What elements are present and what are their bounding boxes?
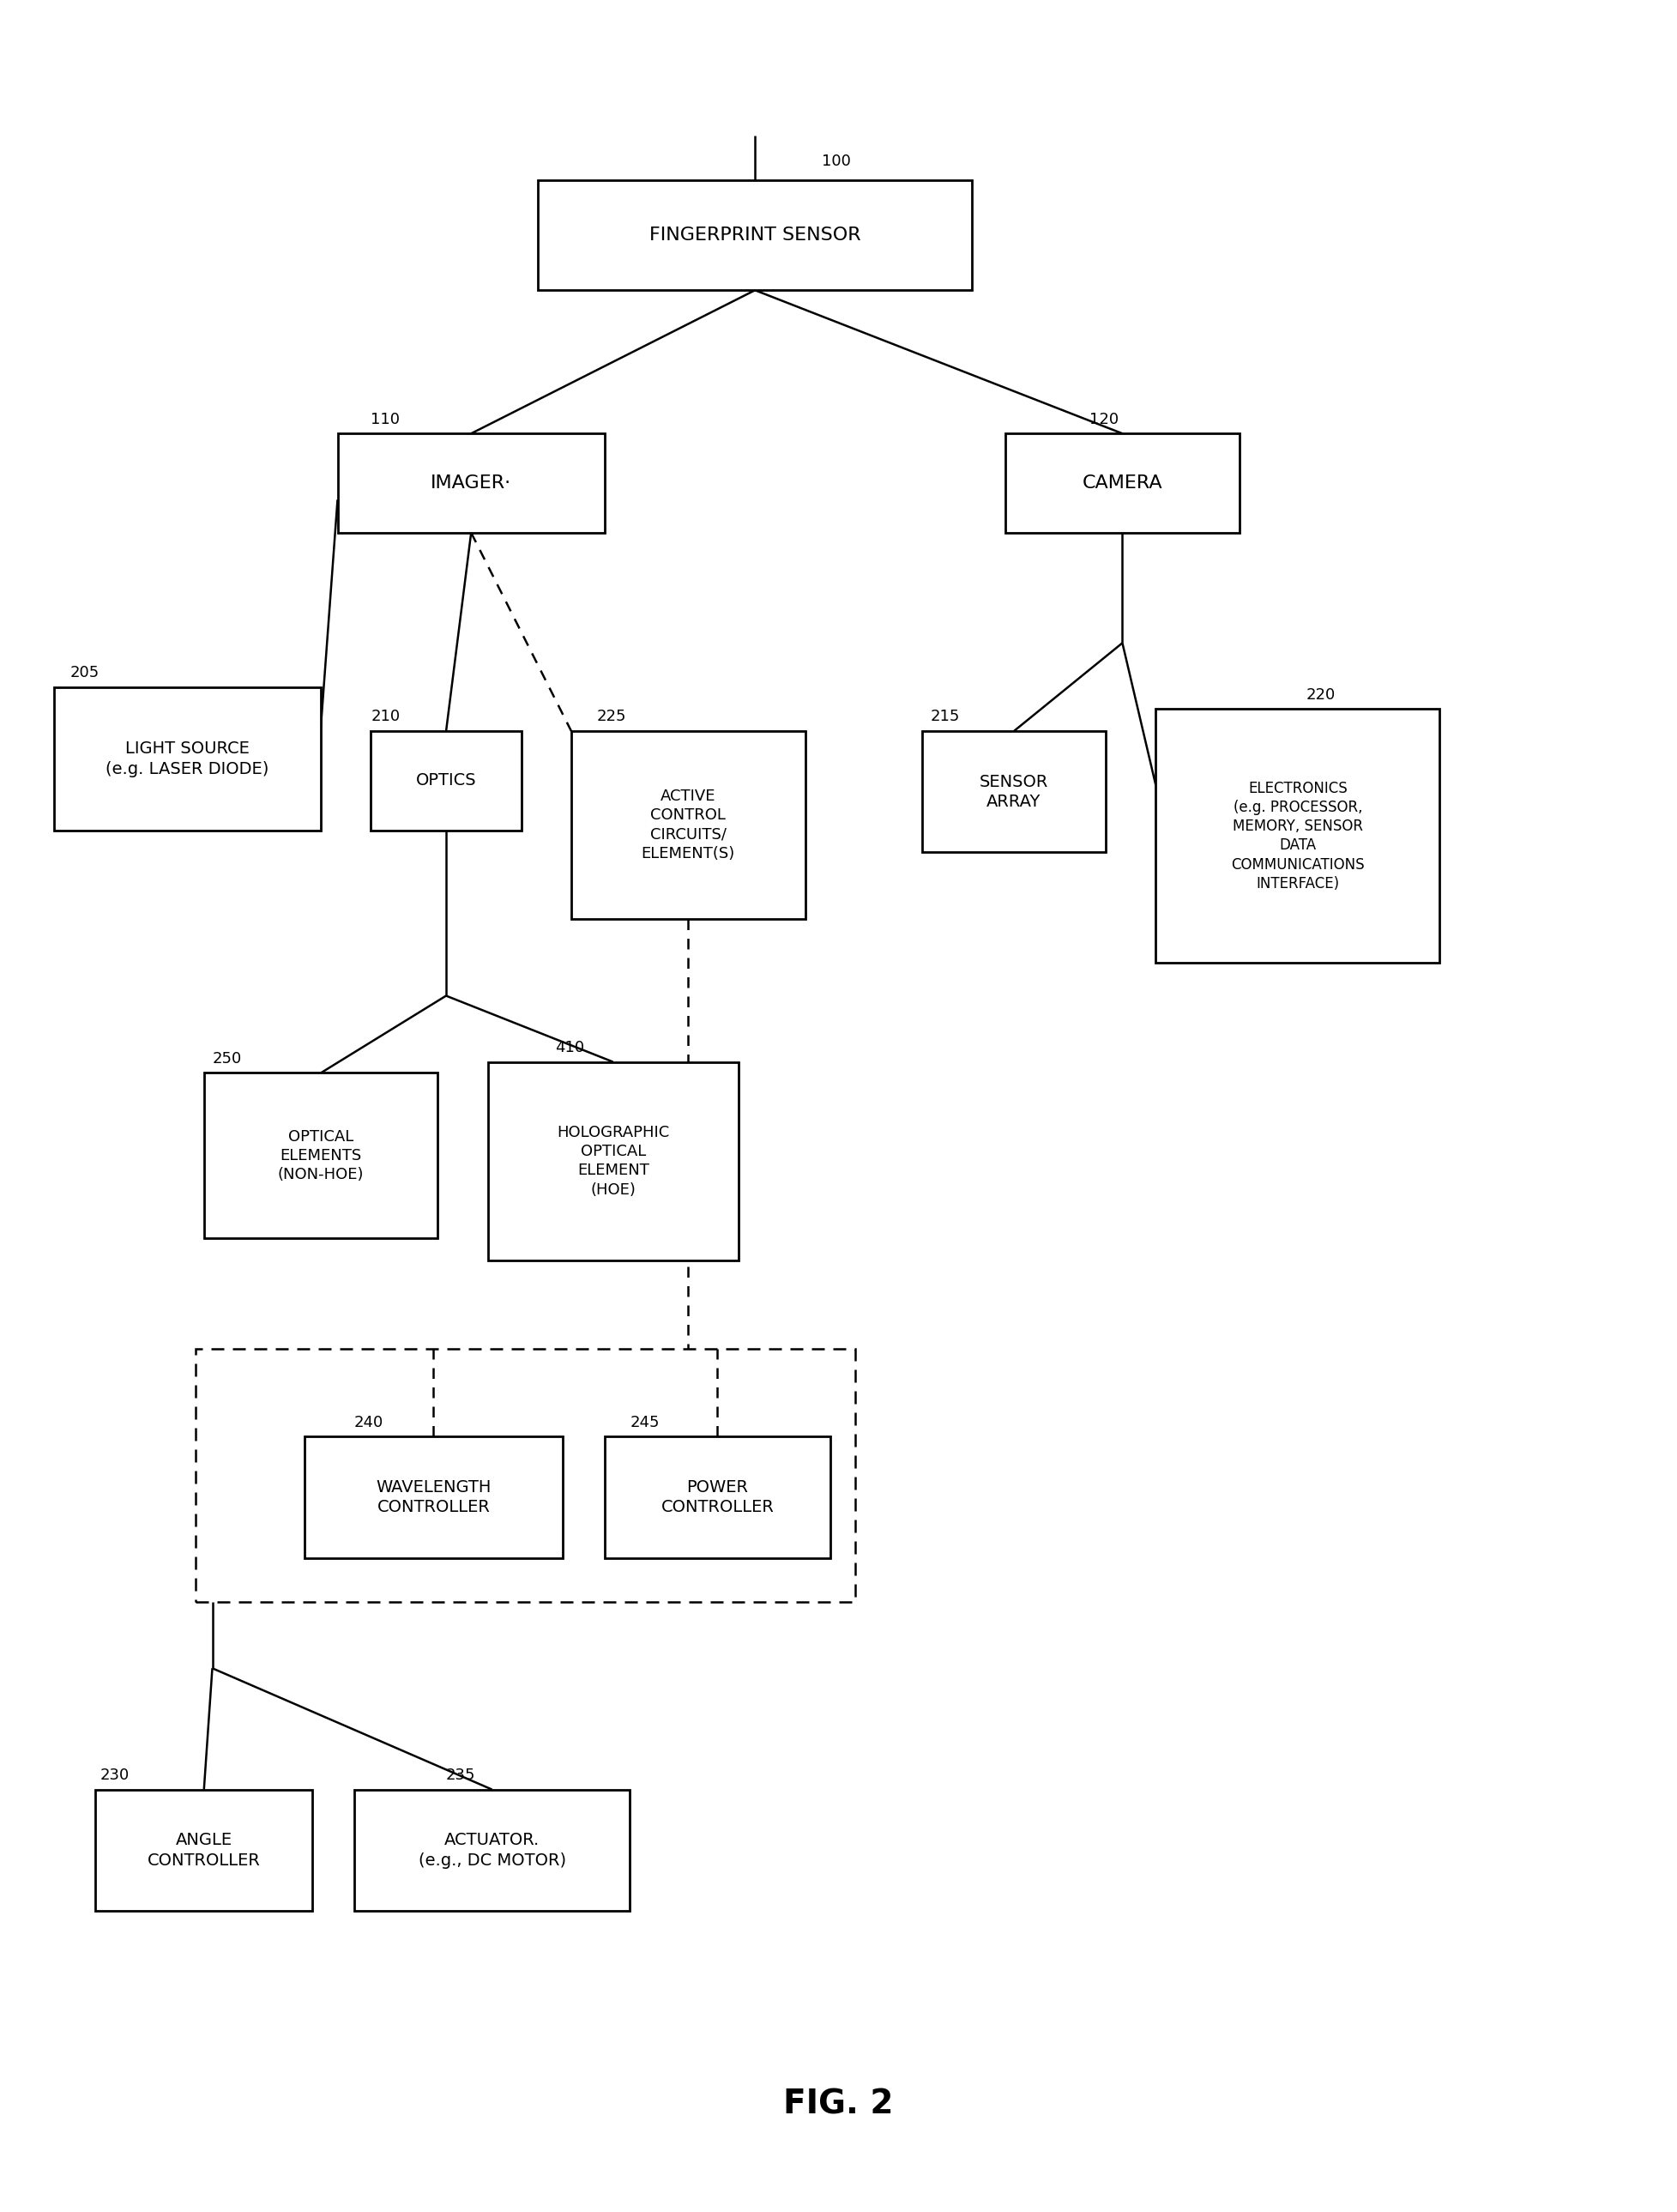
Bar: [371, 732, 522, 830]
Text: SENSOR
ARRAY: SENSOR ARRAY: [979, 774, 1048, 810]
Text: POWER
CONTROLLER: POWER CONTROLLER: [661, 1480, 775, 1515]
Text: CAMERA: CAMERA: [1082, 476, 1162, 491]
Text: OPTICAL
ELEMENTS
(NON-HOE): OPTICAL ELEMENTS (NON-HOE): [278, 1128, 364, 1183]
Text: 110: 110: [371, 411, 401, 427]
Text: 250: 250: [213, 1051, 241, 1066]
Bar: [96, 1790, 312, 1911]
Text: ANGLE
CONTROLLER: ANGLE CONTROLLER: [148, 1832, 260, 1869]
Text: 245: 245: [631, 1416, 659, 1431]
Text: 120: 120: [1088, 411, 1119, 427]
Text: IMAGER·: IMAGER·: [431, 476, 511, 491]
Bar: [488, 1062, 738, 1261]
Text: FINGERPRINT SENSOR: FINGERPRINT SENSOR: [649, 226, 860, 243]
Bar: [337, 434, 605, 533]
Text: 410: 410: [555, 1040, 584, 1055]
Text: 205: 205: [70, 666, 99, 681]
Text: ACTUATOR.
(e.g., DC MOTOR): ACTUATOR. (e.g., DC MOTOR): [418, 1832, 565, 1869]
Text: 210: 210: [371, 710, 401, 726]
Bar: [1155, 710, 1439, 962]
Bar: [354, 1790, 631, 1911]
Text: FIG. 2: FIG. 2: [783, 2088, 894, 2121]
Bar: [304, 1438, 563, 1557]
Bar: [572, 732, 805, 918]
Bar: [54, 688, 320, 830]
Bar: [922, 732, 1105, 852]
Text: 215: 215: [931, 710, 959, 726]
Text: 100: 100: [822, 153, 850, 168]
Text: 225: 225: [597, 710, 626, 726]
Text: WAVELENGTH
CONTROLLER: WAVELENGTH CONTROLLER: [376, 1480, 491, 1515]
Bar: [538, 179, 973, 290]
Text: 230: 230: [101, 1767, 129, 1783]
Text: ACTIVE
CONTROL
CIRCUITS/
ELEMENT(S): ACTIVE CONTROL CIRCUITS/ ELEMENT(S): [641, 790, 735, 860]
Text: OPTICS: OPTICS: [416, 772, 476, 790]
Bar: [196, 1349, 855, 1601]
Text: 220: 220: [1306, 688, 1335, 703]
Bar: [605, 1438, 830, 1557]
Bar: [205, 1073, 438, 1239]
Text: HOLOGRAPHIC
OPTICAL
ELEMENT
(HOE): HOLOGRAPHIC OPTICAL ELEMENT (HOE): [557, 1126, 669, 1197]
Bar: [1006, 434, 1239, 533]
Text: 235: 235: [446, 1767, 476, 1783]
Text: ELECTRONICS
(e.g. PROCESSOR,
MEMORY, SENSOR
DATA
COMMUNICATIONS
INTERFACE): ELECTRONICS (e.g. PROCESSOR, MEMORY, SEN…: [1231, 781, 1365, 891]
Text: 240: 240: [354, 1416, 384, 1431]
Text: LIGHT SOURCE
(e.g. LASER DIODE): LIGHT SOURCE (e.g. LASER DIODE): [106, 741, 268, 776]
